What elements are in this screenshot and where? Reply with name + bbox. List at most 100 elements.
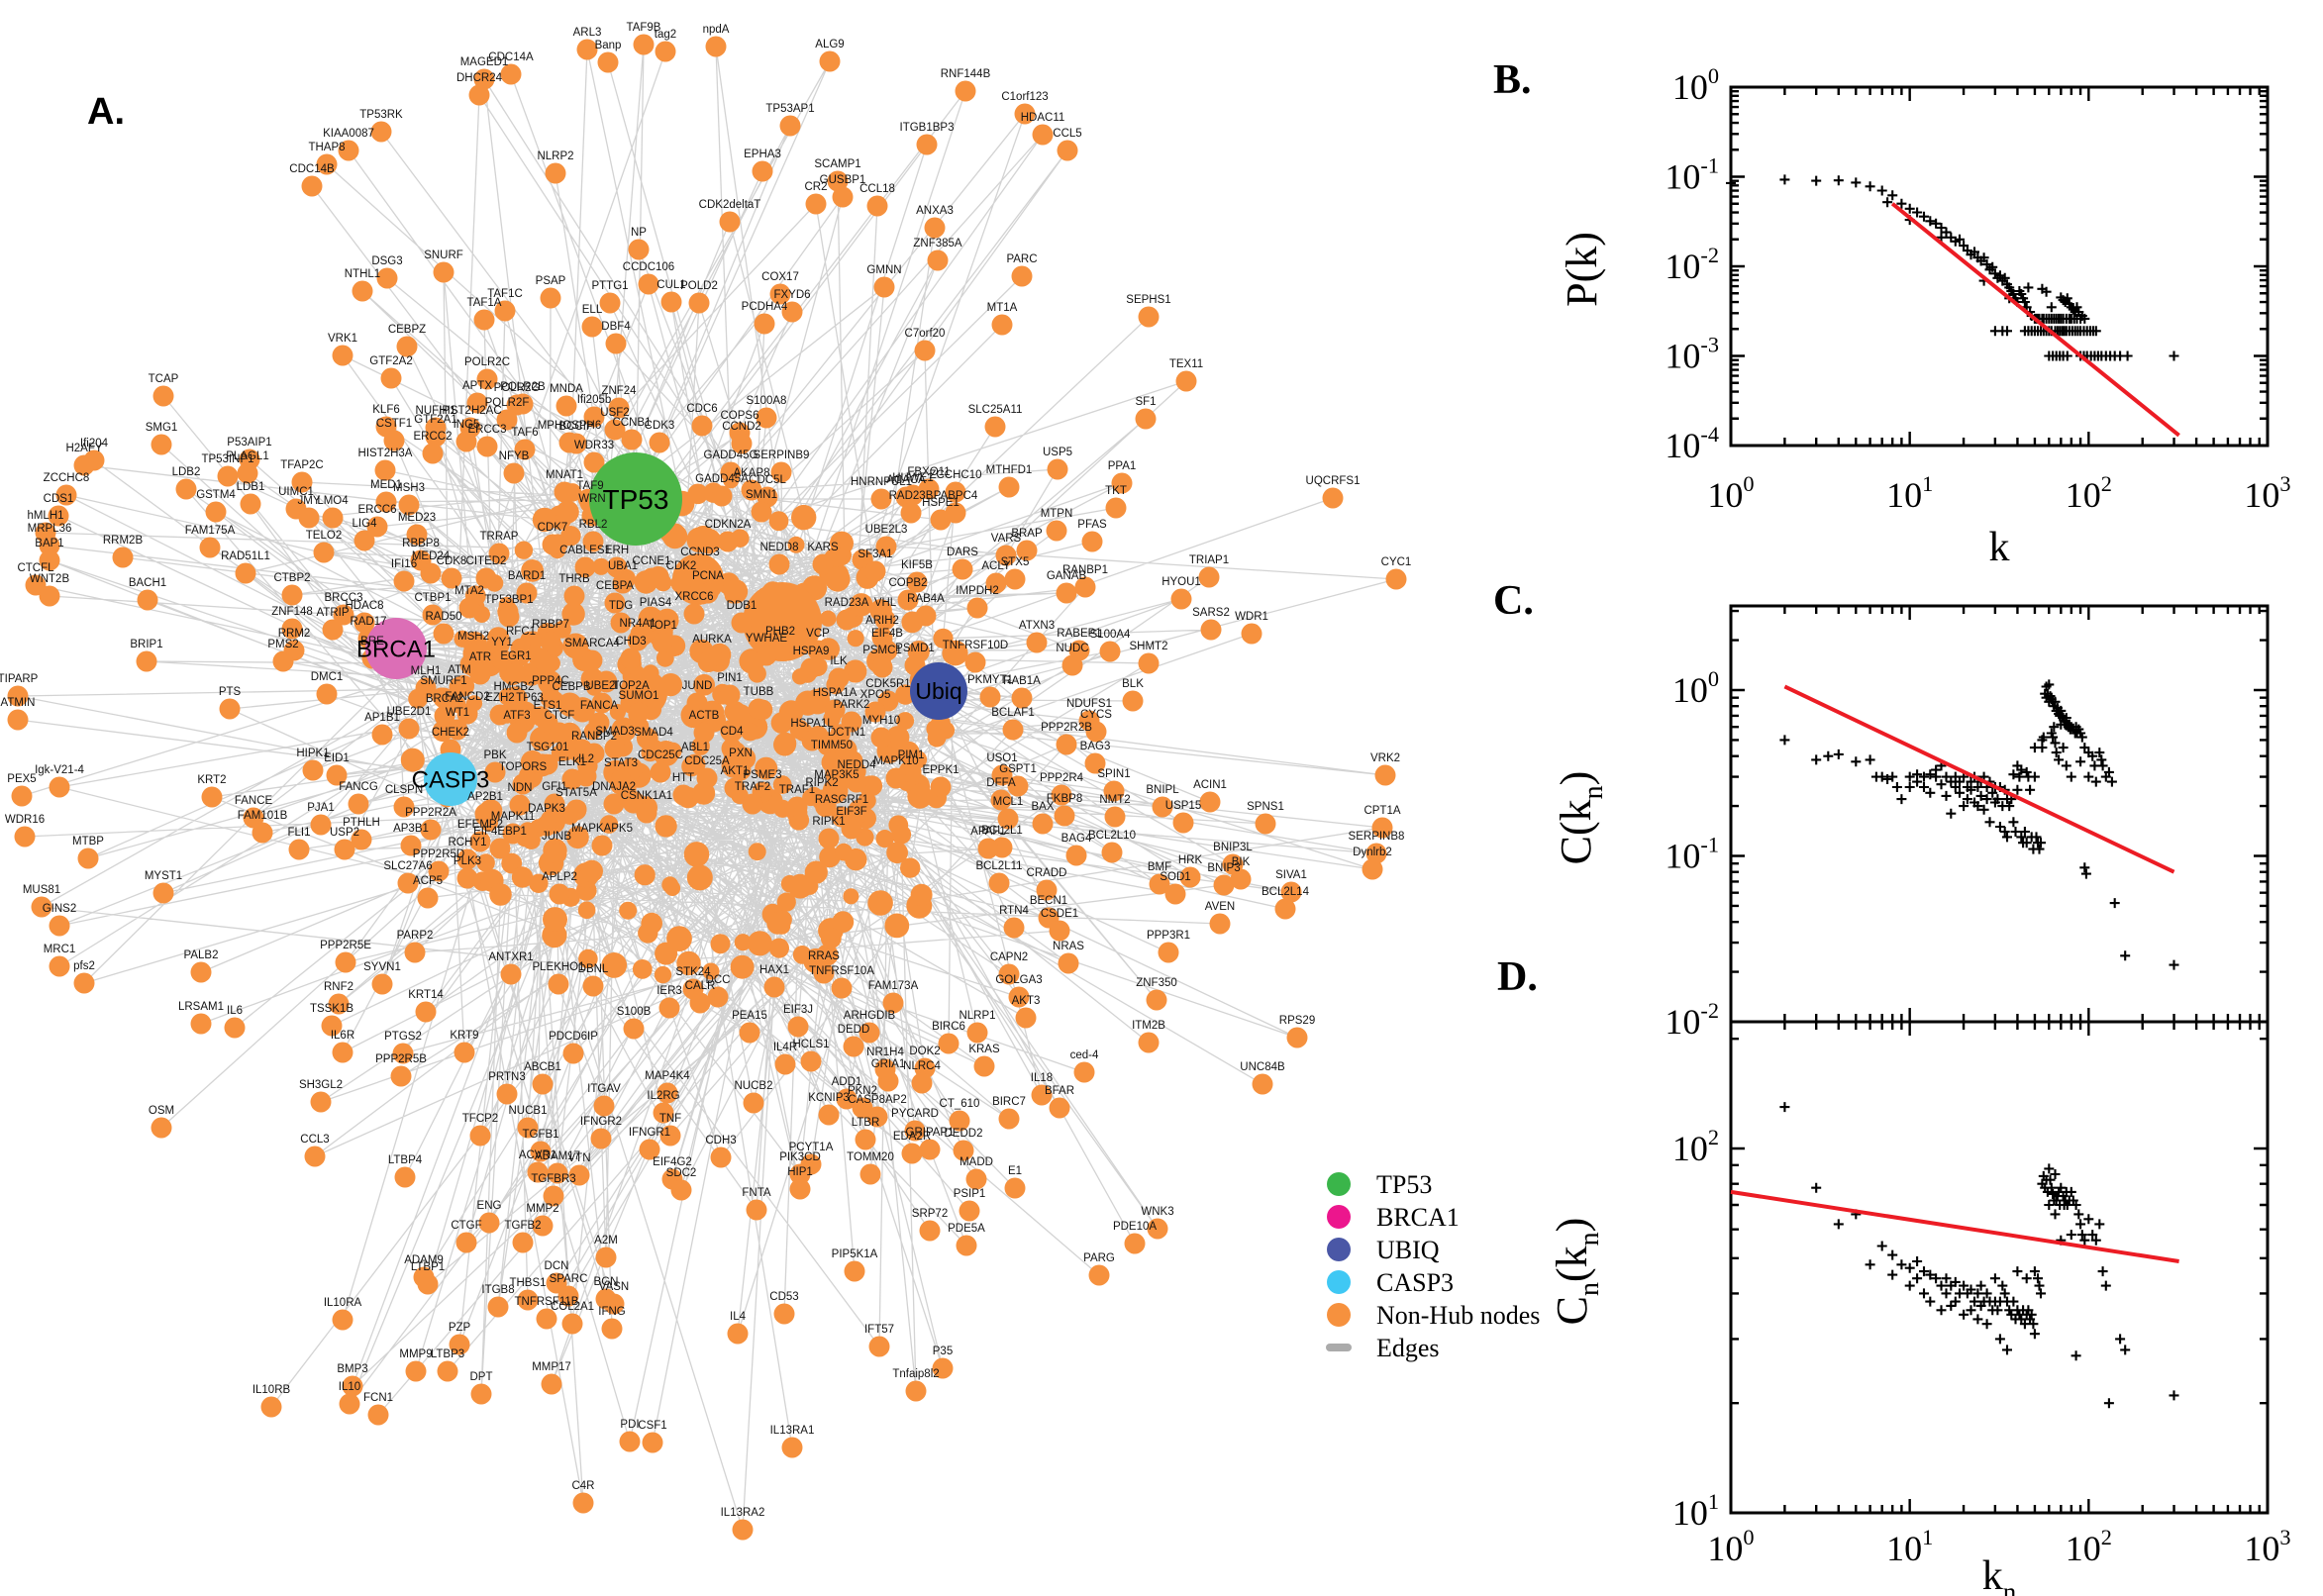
- network-node: [731, 433, 753, 454]
- network-node: [190, 961, 212, 983]
- gene-label: RAD17: [350, 616, 386, 628]
- gene-label: RRM2B: [103, 535, 144, 547]
- gene-label: RRM2: [278, 628, 311, 640]
- network-node: [656, 1082, 678, 1104]
- gene-label: IL6R: [331, 1030, 354, 1042]
- gene-label: MMP9: [399, 1348, 432, 1360]
- network-node: [755, 756, 778, 780]
- network-node: [1158, 942, 1179, 963]
- network-node: [875, 536, 897, 557]
- network-node: [272, 650, 294, 672]
- network-node: [632, 959, 653, 979]
- gene-label: HMGB2: [494, 681, 535, 693]
- network-node: [322, 619, 344, 641]
- network-node: [841, 818, 862, 840]
- network-node: [1049, 920, 1070, 942]
- network-node: [1138, 652, 1160, 674]
- panel-letter-a: A.: [87, 91, 125, 133]
- network-node: [1241, 623, 1262, 645]
- gene-label: tag2: [655, 29, 676, 41]
- gene-label: TAF1C: [487, 288, 523, 300]
- gene-label: SMG1: [146, 422, 178, 434]
- network-node: [843, 1036, 864, 1057]
- network-node: [536, 815, 557, 837]
- y-axis-title: Cn(kn): [1548, 1218, 1605, 1326]
- gene-label: BMF: [1148, 861, 1171, 873]
- panel-letter-c: C.: [1493, 578, 1534, 624]
- gene-label: CDS1: [44, 493, 74, 505]
- gene-label: CT_610: [940, 1098, 980, 1110]
- network-node: [433, 623, 454, 645]
- gene-label: PFAS: [1077, 519, 1107, 531]
- legend-swatch-non-hub-nodes: [1327, 1303, 1351, 1327]
- gene-label: Dynlrb2: [1353, 847, 1392, 858]
- gene-label: UBE2L3: [865, 524, 908, 536]
- gene-label: VRK2: [1370, 752, 1400, 764]
- gene-label: VARS: [991, 533, 1022, 545]
- gene-label: SERPINB9: [754, 449, 810, 461]
- gene-label: UBE2I: [585, 680, 618, 692]
- network-node: [897, 741, 920, 764]
- network-node: [1084, 752, 1106, 774]
- gene-label: CABLES1: [559, 545, 611, 556]
- network-node: [393, 570, 415, 592]
- network-node: [882, 992, 904, 1014]
- gene-label: SEPHS1: [1126, 294, 1170, 306]
- gene-label: HSPA1A: [813, 687, 858, 699]
- gene-label: PIAS4: [640, 597, 672, 609]
- gene-label: MED1: [370, 479, 402, 491]
- network-node: [595, 1288, 617, 1310]
- network-node: [719, 211, 741, 233]
- gene-label: YY1: [491, 637, 513, 648]
- network-node: [687, 848, 706, 866]
- network-node: [1007, 775, 1029, 797]
- network-node: [988, 872, 1010, 894]
- network-node: [891, 824, 912, 845]
- panel-letter-d: D.: [1497, 954, 1538, 1000]
- gene-label: PYCARD: [891, 1108, 939, 1120]
- network-node: [500, 963, 522, 985]
- gene-label: CCDC106: [623, 261, 674, 273]
- gene-label: BGN: [594, 1276, 619, 1288]
- network-node: [469, 831, 491, 852]
- gene-label: TGFB2: [504, 1220, 541, 1232]
- network-node: [380, 367, 402, 389]
- network-node: [638, 273, 659, 295]
- network-node: [772, 775, 792, 794]
- fit-line: [1783, 684, 2175, 874]
- network-node: [529, 873, 549, 893]
- network-node: [723, 579, 749, 604]
- network-node: [428, 860, 450, 882]
- network-node: [1252, 1073, 1273, 1095]
- gene-label: MAPK11: [491, 811, 536, 823]
- gene-label: TNFRSF11B: [515, 1296, 579, 1308]
- network-node: [689, 558, 711, 580]
- network-node: [717, 531, 739, 552]
- tick-label: 103: [2244, 471, 2290, 515]
- gene-label: EIF4B: [871, 628, 903, 640]
- gene-label: HDAC8: [346, 600, 384, 612]
- network-node: [1002, 719, 1024, 741]
- gene-label: EIF3J: [783, 1004, 813, 1016]
- gene-label: DAPK3: [528, 803, 565, 815]
- gene-label: ACLY: [981, 560, 1011, 572]
- network-node: [1014, 103, 1036, 125]
- tick-label: 101: [1886, 471, 1933, 515]
- network-node: [779, 115, 801, 137]
- gene-label: CEBPA: [596, 580, 634, 592]
- network-node: [462, 643, 484, 664]
- gene-label: TGFBR3: [531, 1173, 575, 1185]
- network-node: [930, 776, 952, 798]
- gene-label: PKN2: [848, 1085, 877, 1097]
- network-node: [697, 582, 719, 604]
- gene-label: CPT1A: [1364, 805, 1400, 817]
- network-node: [217, 465, 239, 487]
- gene-label: ELK1: [558, 756, 586, 768]
- gene-label: TOMM20: [847, 1151, 894, 1163]
- gene-label: AP2B1: [467, 791, 503, 803]
- network-node: [489, 883, 512, 906]
- network-node: [824, 699, 846, 721]
- gene-label: CEBPB: [553, 681, 591, 693]
- gene-label: CCL5: [1053, 128, 1081, 140]
